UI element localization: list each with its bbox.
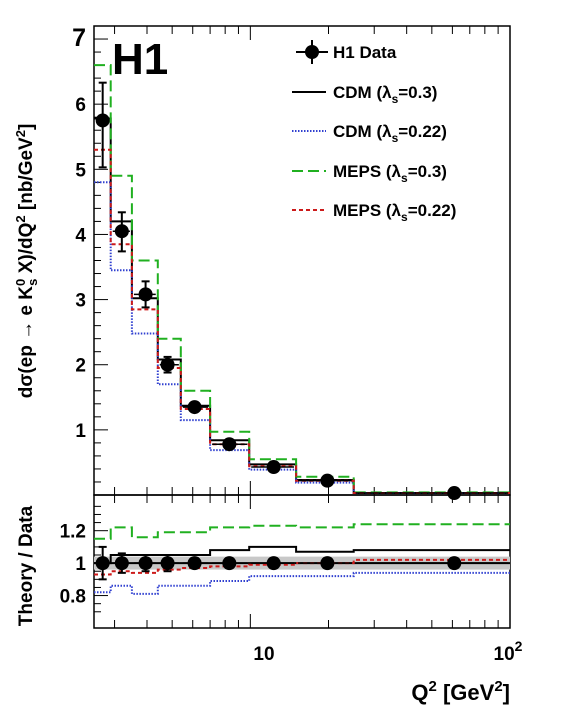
- upper-series-0: [94, 117, 510, 494]
- legend-label-cdm-03: CDM (λs=0.3): [333, 83, 437, 106]
- upper-y-tick-label-6: 6: [75, 95, 86, 116]
- upper-y-tick-label-5: 5: [75, 160, 86, 181]
- upper-data-point-4: [187, 400, 202, 415]
- ratio-data-point-4: [187, 556, 202, 571]
- upper-y-axis-label: dσ(ep → e K0s X)/dQ2 [nb/GeV2]: [13, 124, 40, 399]
- x-tick-label-100: 102: [494, 638, 523, 665]
- upper-data-point-8: [447, 486, 462, 501]
- upper-y-tick-label-3: 3: [75, 291, 86, 312]
- legend-item-cdm-022: CDM (λs=0.22): [292, 122, 447, 145]
- ratio-y-tick-label-0.8: 0.8: [60, 587, 86, 608]
- ratio-data-point-5: [222, 556, 237, 571]
- upper-data-points: [95, 81, 508, 501]
- upper-data-point-0: [95, 113, 110, 128]
- upper-data-point-3: [160, 357, 175, 372]
- legend-item-meps-022: MEPS (λs=0.22): [292, 201, 456, 224]
- upper-series-1: [94, 181, 510, 494]
- ratio-series-0: [94, 545, 510, 565]
- x-tick-label-10: 10: [253, 644, 274, 665]
- upper-y-tick-label-2: 2: [75, 356, 86, 377]
- x-axis-label: Q2 [GeV2]: [411, 678, 510, 705]
- legend: H1 Data CDM (λs=0.3) CDM (λs=0.22) MEPS …: [292, 40, 456, 224]
- experiment-label: H1: [112, 35, 168, 84]
- legend-item-h1-data: H1 Data: [296, 40, 397, 64]
- ratio-data-point-6: [266, 556, 281, 571]
- ratio-data-points: [95, 545, 508, 581]
- legend-label-meps-03: MEPS (λs=0.3): [333, 162, 447, 185]
- upper-y-tick-label-7: 7: [72, 24, 86, 52]
- ratio-y-tick-label-1.2: 1.2: [60, 522, 86, 543]
- legend-label-meps-022: MEPS (λs=0.22): [333, 201, 456, 224]
- legend-item-meps-03: MEPS (λs=0.3): [292, 162, 447, 185]
- ratio-series-2: [94, 523, 510, 540]
- ratio-data-point-7: [320, 556, 335, 571]
- upper-data-point-6: [266, 459, 281, 474]
- ratio-axis-ticks: 0.8 1 1.2: [60, 495, 511, 628]
- upper-y-tick-label-1: 1: [75, 421, 86, 442]
- ratio-data-point-0: [95, 556, 110, 571]
- legend-label-h1-data: H1 Data: [333, 43, 397, 62]
- upper-data-point-2: [138, 287, 153, 302]
- ratio-data-point-8: [447, 556, 462, 571]
- upper-axis-ticks: 1 2 3 4 5 6 7: [72, 24, 511, 495]
- legend-marker-h1-data-dot: [305, 45, 319, 59]
- ratio-y-axis-label: Theory / Data: [16, 505, 37, 626]
- legend-item-cdm-03: CDM (λs=0.3): [292, 83, 437, 106]
- upper-data-point-1: [114, 224, 129, 239]
- upper-data-point-5: [222, 437, 237, 452]
- upper-series-2: [94, 64, 510, 494]
- upper-model-series: [94, 64, 510, 494]
- upper-data-point-7: [320, 473, 335, 488]
- ratio-data-point-1: [114, 556, 129, 571]
- ratio-y-tick-label-1: 1: [75, 554, 86, 575]
- ratio-data-point-3: [160, 556, 175, 571]
- legend-label-cdm-022: CDM (λs=0.22): [333, 122, 447, 145]
- ratio-data-point-2: [138, 556, 153, 571]
- upper-y-tick-label-4: 4: [75, 225, 86, 246]
- ratio-series-1: [94, 571, 510, 595]
